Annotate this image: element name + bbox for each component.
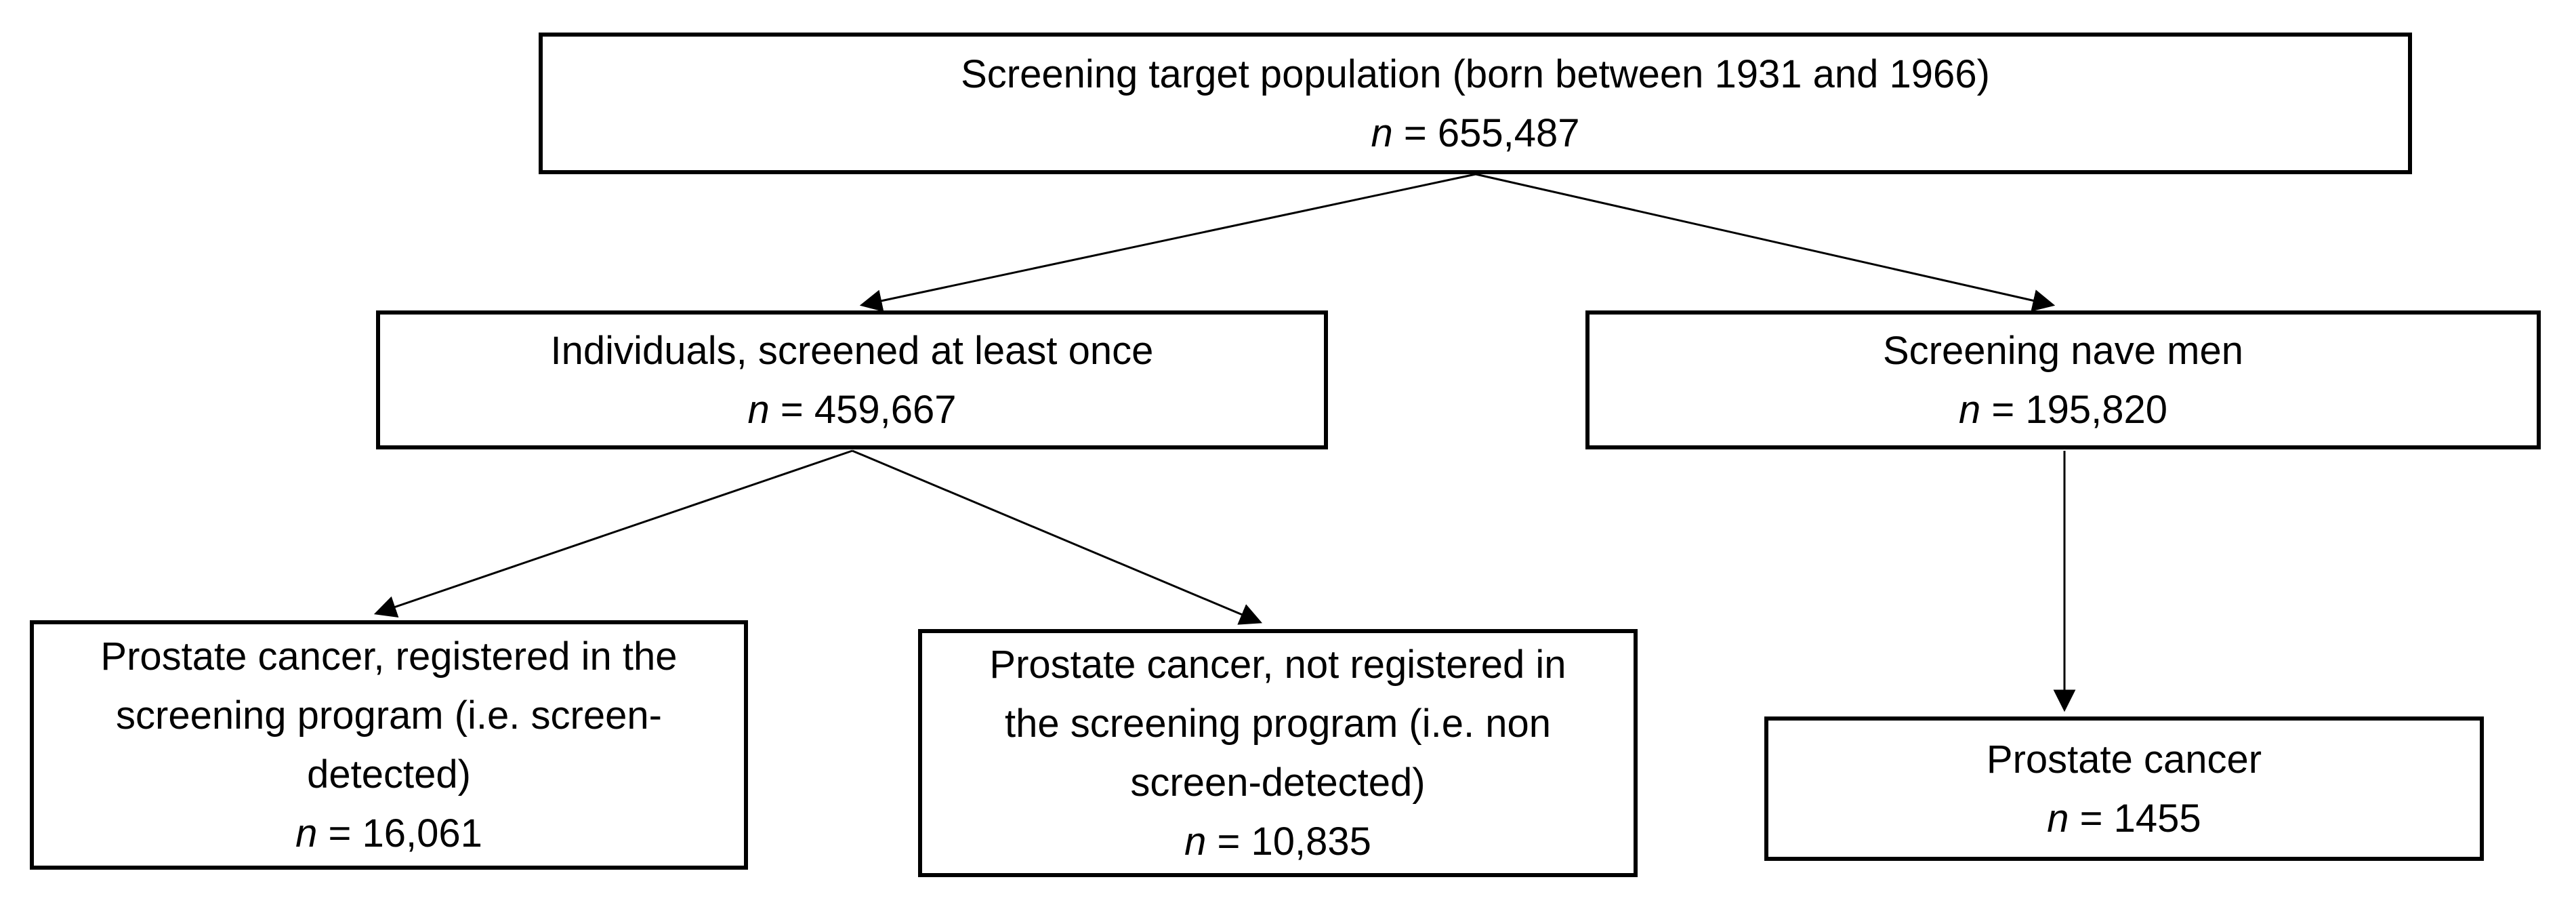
arrow-screened-to-screen-detected [373, 449, 853, 618]
arrow-screened-to-non-screen-detected [852, 449, 1263, 625]
n-symbol: n [1958, 387, 1981, 432]
n-symbol: n [295, 811, 318, 855]
n-symbol: n [747, 387, 770, 432]
sample-size: n = 16,061 [295, 804, 482, 863]
arrow-population-to-screened [859, 173, 1476, 312]
n-symbol: n [1371, 110, 1393, 155]
n-value: = 459,667 [769, 387, 957, 432]
sample-size: n = 1455 [2047, 789, 2201, 848]
node-screening-naive-men: Screening nave men n = 195,820 [1585, 310, 2541, 449]
node-label-line: Individuals, screened at least once [550, 328, 1154, 373]
arrow-population-to-naive [1475, 173, 2056, 312]
node-screen-detected-cancer: Prostate cancer, registered in the scree… [30, 620, 748, 870]
node-label-line: Screening target population (born betwee… [961, 52, 1990, 96]
node-label-line: Screening nave men [1883, 328, 2243, 373]
node-label-line: Prostate cancer, registered in the [100, 634, 678, 679]
sample-size: n = 10,835 [1184, 812, 1371, 871]
sample-size: n = 195,820 [1959, 380, 2167, 439]
n-symbol: n [2047, 796, 2069, 841]
n-symbol: n [1184, 820, 1207, 864]
n-value: = 655,487 [1392, 110, 1580, 155]
node-label-line: Prostate cancer [1986, 737, 2262, 782]
node-non-screen-detected-cancer: Prostate cancer, not registered in the s… [918, 629, 1638, 877]
node-label-line: screening program (i.e. screen- [116, 693, 662, 738]
node-label-line: screen-detected) [1130, 761, 1426, 805]
node-screening-target-population: Screening target population (born betwee… [539, 33, 2412, 174]
n-value: = 10,835 [1206, 820, 1371, 864]
node-label-line: detected) [307, 752, 471, 796]
sample-size: n = 459,667 [747, 380, 956, 439]
n-value: = 195,820 [1980, 387, 2168, 432]
node-label-line: the screening program (i.e. non [1005, 702, 1551, 746]
sample-size: n = 655,487 [1371, 104, 1579, 163]
node-prostate-cancer-naive: Prostate cancer n = 1455 [1764, 716, 2484, 861]
node-label-line: Prostate cancer, not registered in [989, 643, 1566, 687]
n-value: = 16,061 [317, 811, 482, 855]
n-value: = 1455 [2069, 796, 2201, 841]
node-screened-at-least-once: Individuals, screened at least once n = … [376, 310, 1328, 449]
